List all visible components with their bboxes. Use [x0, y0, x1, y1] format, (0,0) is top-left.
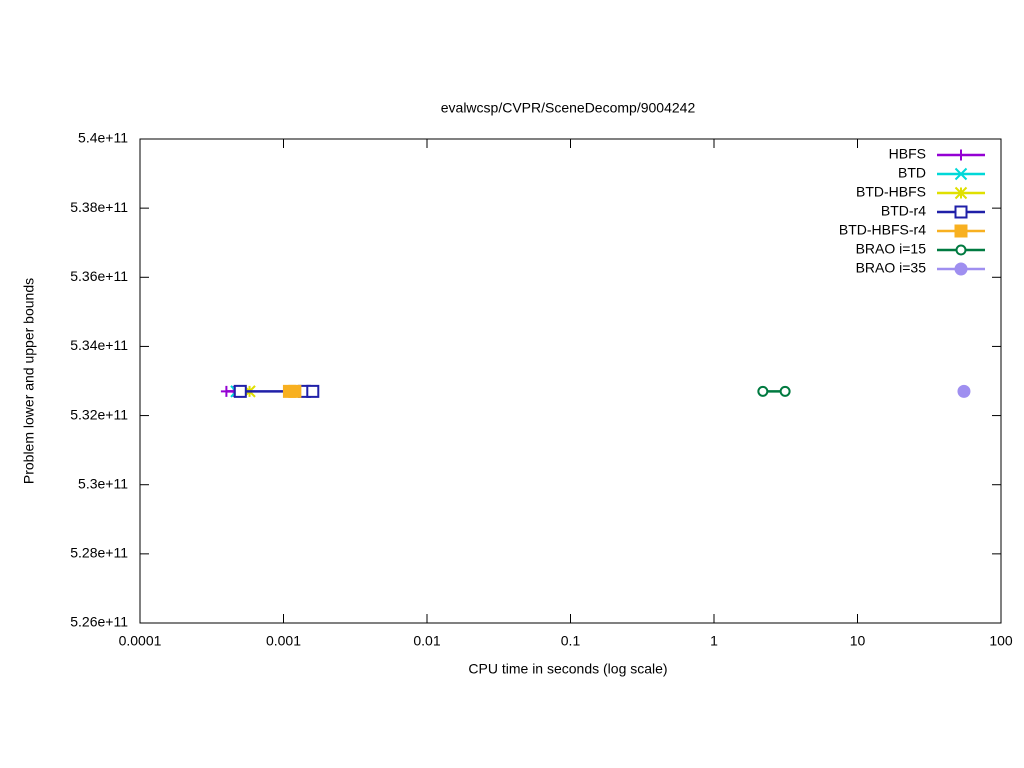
y-tick-label: 5.36e+11 — [70, 268, 128, 284]
marker — [779, 385, 791, 397]
y-tick-label: 5.3e+11 — [78, 475, 128, 491]
x-tick-label: 0.0001 — [119, 633, 162, 649]
x-axis-label: CPU time in seconds (log scale) — [468, 661, 667, 677]
legend-label: BTD-HBFS — [856, 184, 926, 200]
marker — [306, 384, 320, 398]
x-tick-label: 0.001 — [266, 633, 301, 649]
marker — [954, 167, 968, 181]
y-tick-label: 5.26e+11 — [70, 614, 128, 630]
legend-label: HBFS — [889, 146, 926, 162]
legend-label: BTD — [898, 165, 926, 181]
marker — [954, 186, 968, 200]
legend-label: BTD-r4 — [881, 203, 926, 219]
x-tick-label: 10 — [850, 633, 866, 649]
marker — [954, 205, 968, 219]
x-tick-label: 0.01 — [413, 633, 440, 649]
y-tick-label: 5.32e+11 — [70, 406, 128, 422]
legend-label: BRAO i=35 — [856, 260, 927, 276]
legend-label: BTD-HBFS-r4 — [839, 222, 926, 238]
marker — [954, 224, 968, 238]
y-axis-label: Problem lower and upper bounds — [21, 278, 37, 484]
marker — [288, 384, 302, 398]
marker — [955, 149, 967, 161]
x-tick-label: 100 — [989, 633, 1013, 649]
marker — [757, 385, 769, 397]
marker — [233, 384, 247, 398]
y-tick-label: 5.34e+11 — [70, 337, 128, 353]
marker — [955, 244, 967, 256]
legend-label: BRAO i=15 — [856, 241, 927, 257]
marker — [957, 384, 971, 398]
y-tick-label: 5.28e+11 — [70, 545, 128, 561]
y-tick-label: 5.38e+11 — [70, 199, 128, 215]
x-tick-label: 0.1 — [561, 633, 581, 649]
y-tick-label: 5.4e+11 — [78, 130, 128, 146]
marker — [954, 262, 968, 276]
x-tick-label: 1 — [710, 633, 718, 649]
chart-title: evalwcsp/CVPR/SceneDecomp/9004242 — [441, 100, 696, 116]
